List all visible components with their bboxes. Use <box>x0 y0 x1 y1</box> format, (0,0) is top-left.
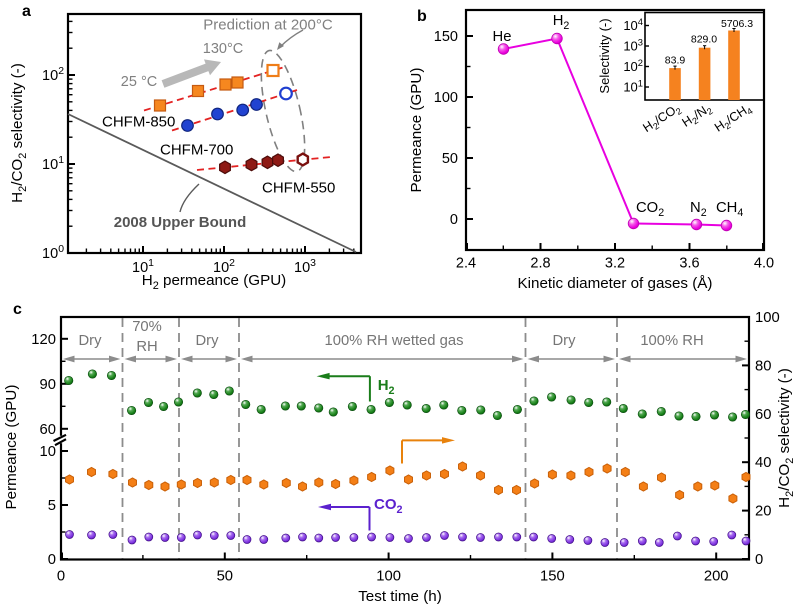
svg-text:Test time (h): Test time (h) <box>358 588 442 605</box>
svg-text:3.6: 3.6 <box>679 256 699 272</box>
svg-text:60: 60 <box>755 407 771 423</box>
svg-text:90: 90 <box>40 377 56 393</box>
svg-text:150: 150 <box>434 29 458 45</box>
svg-text:0: 0 <box>48 552 56 568</box>
svg-text:0: 0 <box>57 569 65 585</box>
svg-text:130°C: 130°C <box>203 41 243 57</box>
svg-text:4.0: 4.0 <box>754 256 774 272</box>
svg-text:2.4: 2.4 <box>456 256 476 272</box>
svg-text:10: 10 <box>40 444 56 460</box>
svg-text:CO2​: CO2​ <box>374 496 403 516</box>
svg-text:CHFM-850: CHFM-850 <box>102 114 175 131</box>
svg-text:100% RH wetted gas: 100% RH wetted gas <box>324 333 463 349</box>
svg-text:100: 100 <box>755 310 780 326</box>
svg-text:100% RH: 100% RH <box>640 333 703 349</box>
svg-text:150: 150 <box>540 569 565 585</box>
svg-text:829.0: 829.0 <box>691 34 717 46</box>
svg-text:Prediction at 200°C: Prediction at 200°C <box>203 17 333 34</box>
svg-text:60: 60 <box>40 422 56 438</box>
svg-text:c: c <box>13 301 22 318</box>
svg-text:0: 0 <box>450 212 458 228</box>
svg-text:Kinetic diameter of gases (Å): Kinetic diameter of gases (Å) <box>518 275 713 292</box>
svg-text:H2​ permeance (GPU): H2​ permeance (GPU) <box>142 272 287 292</box>
svg-text:RH: RH <box>136 339 157 355</box>
svg-text:CO2​: CO2​ <box>636 200 664 219</box>
svg-text:5: 5 <box>48 498 56 514</box>
svg-text:2.8: 2.8 <box>530 256 550 272</box>
svg-text:b: b <box>417 8 427 25</box>
svg-text:Dry: Dry <box>552 333 576 349</box>
svg-text:H2​/CO2​ selectivity (-): H2​/CO2​ selectivity (-) <box>9 63 29 203</box>
svg-text:He: He <box>493 29 512 45</box>
svg-text:CH4​: CH4​ <box>716 200 743 219</box>
svg-text:100: 100 <box>434 90 458 106</box>
svg-text:Permeance (GPU): Permeance (GPU) <box>3 385 20 510</box>
svg-text:Permeance (GPU): Permeance (GPU) <box>408 68 425 193</box>
svg-text:100: 100 <box>376 569 401 585</box>
svg-text:200: 200 <box>704 569 729 585</box>
svg-text:25 °C: 25 °C <box>121 74 157 90</box>
svg-text:Dry: Dry <box>195 333 219 349</box>
svg-text:a: a <box>22 3 31 20</box>
svg-text:H2​/CO2​ selectivity (-): H2​/CO2​ selectivity (-) <box>776 368 796 508</box>
svg-text:80: 80 <box>755 358 771 374</box>
svg-text:50: 50 <box>217 569 233 585</box>
svg-text:70%: 70% <box>132 319 162 335</box>
svg-text:2008 Upper Bound: 2008 Upper Bound <box>114 214 247 231</box>
svg-text:20: 20 <box>755 504 771 520</box>
svg-text:Selectivity (-): Selectivity (-) <box>597 18 612 93</box>
svg-text:CHFM-550: CHFM-550 <box>262 180 335 197</box>
svg-text:5706.3: 5706.3 <box>721 18 753 30</box>
svg-text:120: 120 <box>31 332 56 348</box>
svg-text:Dry: Dry <box>78 333 102 349</box>
svg-text:3.2: 3.2 <box>605 256 625 272</box>
svg-text:0: 0 <box>755 552 763 568</box>
svg-text:50: 50 <box>442 151 458 167</box>
svg-text:40: 40 <box>755 455 771 471</box>
svg-text:83.9: 83.9 <box>665 55 686 67</box>
svg-text:CHFM-700: CHFM-700 <box>160 142 233 159</box>
